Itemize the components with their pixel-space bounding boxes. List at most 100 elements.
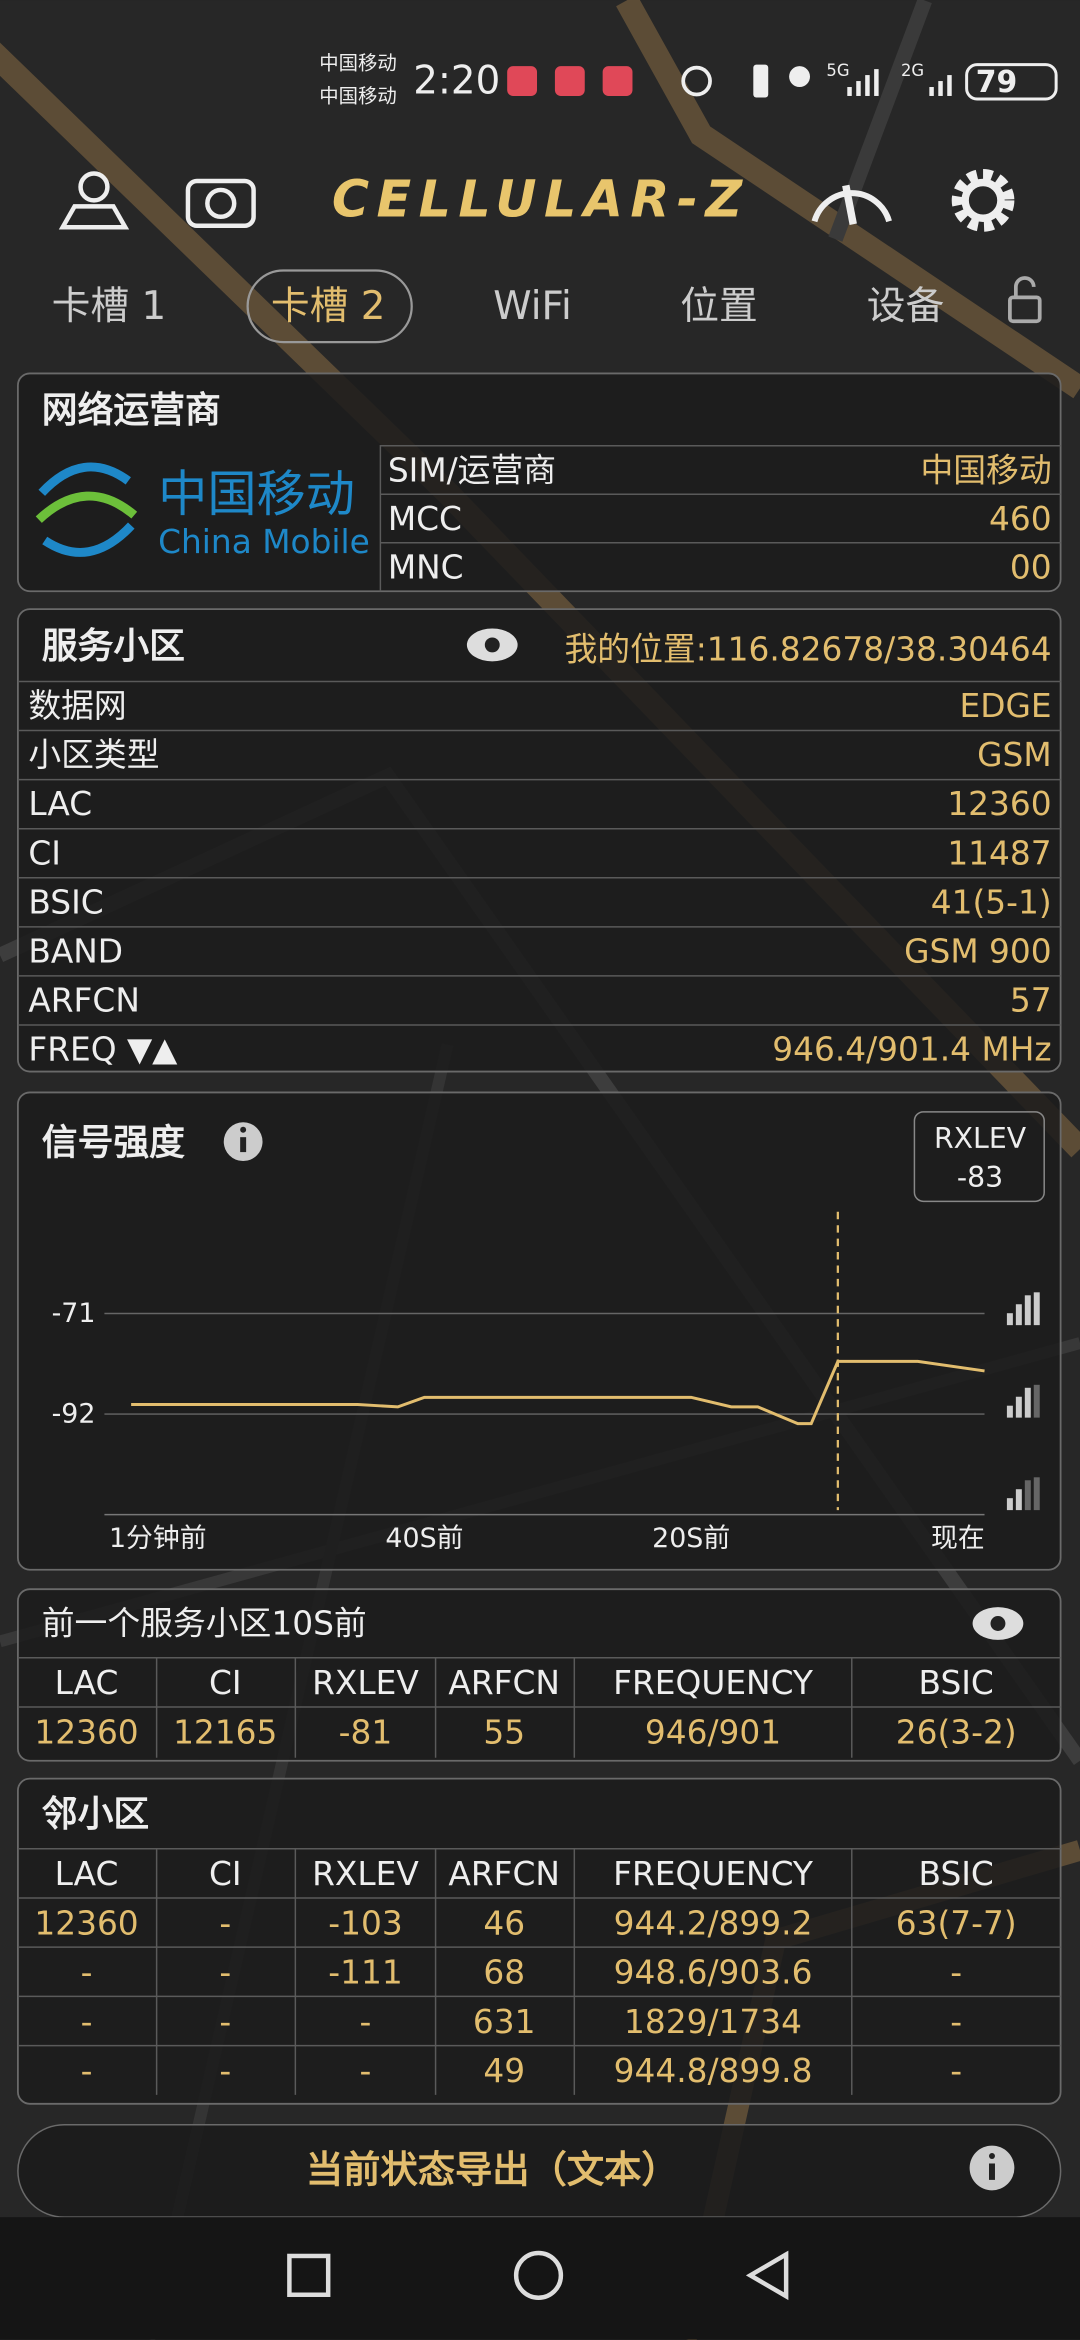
table-cell: 63(7-7): [896, 1904, 1017, 1942]
row-label: ARFCN: [28, 982, 140, 1020]
badge-value: -83: [957, 1161, 1003, 1194]
china-mobile-logo: [35, 462, 138, 557]
row-value: 57: [1010, 982, 1052, 1020]
export-label[interactable]: 当前状态导出（文本）: [306, 2147, 679, 2191]
column-header: RXLEV: [312, 1664, 419, 1702]
table-cell: 1829/1734: [624, 2003, 802, 2041]
row-value: 41(5-1): [931, 883, 1052, 921]
carrier: 中国移动: [319, 84, 397, 107]
table-cell: -: [81, 2052, 93, 2090]
row-label: BAND: [28, 932, 123, 970]
badge-label: RXLEV: [934, 1122, 1027, 1155]
table-cell: 944.8/899.8: [614, 2052, 813, 2090]
column-header: LAC: [55, 1664, 119, 1702]
table-cell: -: [950, 2052, 962, 2090]
home-button[interactable]: [513, 2250, 564, 2300]
row-value: EDGE: [960, 687, 1052, 725]
camera-button[interactable]: [185, 178, 256, 228]
signal-line: [131, 1359, 985, 1426]
rxlev-badge: [913, 1111, 1045, 1203]
back-button[interactable]: [745, 2250, 789, 2301]
table-cell: -: [219, 2052, 231, 2090]
row-value: 946.4/901.4 MHz: [772, 1031, 1051, 1069]
network-type: 2G: [901, 61, 924, 80]
info-icon[interactable]: [223, 1122, 263, 1162]
row-label: 小区类型: [28, 736, 159, 774]
row-label: MCC: [388, 500, 462, 538]
logo-text: China Mobile: [158, 523, 370, 561]
table-cell: -111: [328, 1954, 402, 1992]
table-cell: -: [950, 1954, 962, 1992]
tab[interactable]: 卡槽 2: [271, 284, 386, 329]
battery-level: 79: [976, 65, 1018, 100]
location: 我的位置:116.82678/38.30464: [565, 630, 1052, 668]
map-button[interactable]: [58, 171, 130, 230]
table-cell: -: [219, 2003, 231, 2041]
table-cell: -: [81, 1954, 93, 1992]
card-title: 网络运营商: [42, 389, 221, 431]
tab[interactable]: 设备: [867, 284, 945, 329]
card-title: 前一个服务小区10S前: [42, 1604, 367, 1642]
table-cell: -103: [328, 1904, 402, 1942]
row-label: FREQ ▼▲: [28, 1031, 178, 1069]
row-label: LAC: [28, 785, 92, 823]
table-cell: 631: [473, 2003, 536, 2041]
table-cell: 12360: [34, 1713, 138, 1751]
operator-card: [17, 372, 1062, 593]
row-value: 11487: [947, 834, 1051, 872]
network-type: 5G: [826, 61, 849, 80]
table-cell: -81: [339, 1713, 393, 1751]
row-label: CI: [28, 834, 61, 872]
info-icon[interactable]: [969, 2145, 1015, 2191]
speed-button[interactable]: [811, 184, 892, 225]
table-cell: 46: [483, 1904, 525, 1942]
tab[interactable]: 位置: [680, 284, 758, 329]
previous-card: [17, 1588, 1062, 1762]
serving-card: [17, 608, 1062, 1073]
status-icons: [681, 64, 952, 98]
x-tick-label: 现在: [931, 1523, 985, 1554]
active-tab-outline: [246, 269, 413, 344]
table-cell: 12360: [34, 1904, 138, 1942]
column-header: LAC: [55, 1855, 119, 1893]
table-cell: -: [219, 1904, 231, 1942]
recents-button[interactable]: [287, 2253, 331, 2297]
column-header: CI: [209, 1855, 242, 1893]
row-label: SIM/运营商: [388, 451, 556, 489]
signal-icons: [1006, 1292, 1040, 1511]
card-title: 服务小区: [42, 626, 185, 667]
eye-icon[interactable]: [466, 628, 518, 662]
table-cell: 944.2/899.2: [614, 1904, 813, 1942]
notification-icons: [507, 66, 633, 96]
column-header: ARFCN: [448, 1664, 560, 1702]
column-header: ARFCN: [448, 1855, 560, 1893]
row-label: BSIC: [28, 883, 103, 921]
x-tick-label: 40S前: [385, 1523, 463, 1554]
table-cell: -: [219, 1954, 231, 1992]
table-cell: -: [360, 2003, 372, 2041]
lock-button[interactable]: [1008, 276, 1042, 324]
table-cell: 948.6/903.6: [614, 1954, 813, 1992]
card-title: 邻小区: [42, 1794, 149, 1835]
eye-icon[interactable]: [972, 1607, 1024, 1640]
column-header: BSIC: [919, 1855, 994, 1893]
nav-bar: [0, 2217, 1080, 2340]
tab[interactable]: WiFi: [493, 284, 572, 329]
row-value: 00: [1010, 548, 1052, 586]
tab[interactable]: 卡槽 1: [52, 284, 167, 329]
neighbors-card: [17, 1777, 1062, 2105]
row-value: GSM: [977, 736, 1052, 774]
row-value: 中国移动: [920, 451, 1051, 489]
settings-button[interactable]: [951, 169, 1015, 232]
column-header: BSIC: [919, 1664, 994, 1702]
table-cell: 946/901: [645, 1713, 781, 1751]
table-cell: 49: [483, 2052, 525, 2090]
column-header: CI: [209, 1664, 242, 1702]
row-value: GSM 900: [904, 932, 1052, 970]
carrier: 中国移动: [319, 52, 397, 75]
row-label: 数据网: [28, 687, 126, 725]
table-cell: 68: [483, 1954, 525, 1992]
table-cell: 55: [483, 1713, 525, 1751]
